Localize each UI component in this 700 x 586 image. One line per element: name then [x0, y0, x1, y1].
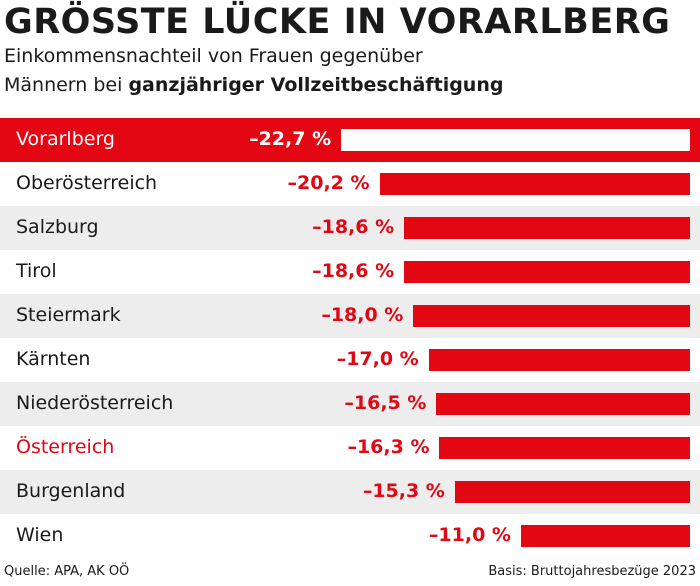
subtitle-bold: ganzjähriger Vollzeitbeschäftigung [128, 74, 504, 96]
bar-chart: Vorarlberg –22,7 % Oberösterreich –20,2 % Sa… [0, 118, 700, 558]
data-label: –18,6 % [312, 260, 395, 282]
chart-row: Wien –11,0 % [0, 514, 700, 558]
bar [454, 481, 690, 503]
category-label: Vorarlberg [16, 128, 115, 150]
bar [404, 261, 690, 283]
chart-title: GRÖSSTE LÜCKE IN VORARLBERG [4, 2, 671, 42]
category-label: Steiermark [16, 304, 121, 326]
bar [428, 349, 690, 371]
chart-row: Steiermark –18,0 % [0, 294, 700, 338]
bar [379, 173, 690, 195]
subtitle-line-2: Männern bei ganzjähriger Vollzeitbeschäf… [4, 74, 503, 96]
bar [436, 393, 690, 415]
data-label: –22,7 % [249, 128, 332, 150]
basis-note: Basis: Bruttojahresbezüge 2023 [488, 564, 696, 579]
data-label: –15,3 % [362, 480, 445, 502]
chart-row: Kärnten –17,0 % [0, 338, 700, 382]
bar [520, 525, 690, 547]
data-label: –20,2 % [287, 172, 370, 194]
data-label: –17,0 % [336, 348, 419, 370]
category-label: Tirol [16, 260, 57, 282]
data-label: –18,6 % [312, 216, 395, 238]
subtitle-line-1: Einkommensnachteil von Frauen gegenüber [4, 45, 423, 67]
chart-row: Salzburg –18,6 % [0, 206, 700, 250]
category-label: Österreich [16, 436, 115, 458]
bar [404, 217, 690, 239]
category-label: Burgenland [16, 480, 126, 502]
data-label: –11,0 % [428, 524, 511, 546]
category-label: Oberösterreich [16, 172, 158, 194]
category-label: Wien [16, 524, 64, 546]
chart-row: Niederösterreich –16,5 % [0, 382, 700, 426]
bar [341, 129, 690, 151]
bar [439, 437, 690, 459]
data-label: –16,5 % [344, 392, 427, 414]
chart-row: Burgenland –15,3 % [0, 470, 700, 514]
category-label: Salzburg [16, 216, 99, 238]
source-note: Quelle: APA, AK OÖ [4, 564, 130, 579]
subtitle-plain: Männern bei [4, 74, 129, 96]
category-label: Kärnten [16, 348, 91, 370]
chart-row: Oberösterreich –20,2 % [0, 162, 700, 206]
chart-row: Österreich –16,3 % [0, 426, 700, 470]
chart-row: Tirol –18,6 % [0, 250, 700, 294]
data-label: –18,0 % [321, 304, 404, 326]
chart-row: Vorarlberg –22,7 % [0, 118, 700, 162]
category-label: Niederösterreich [16, 392, 174, 414]
bar [413, 305, 690, 327]
data-label: –16,3 % [347, 436, 430, 458]
